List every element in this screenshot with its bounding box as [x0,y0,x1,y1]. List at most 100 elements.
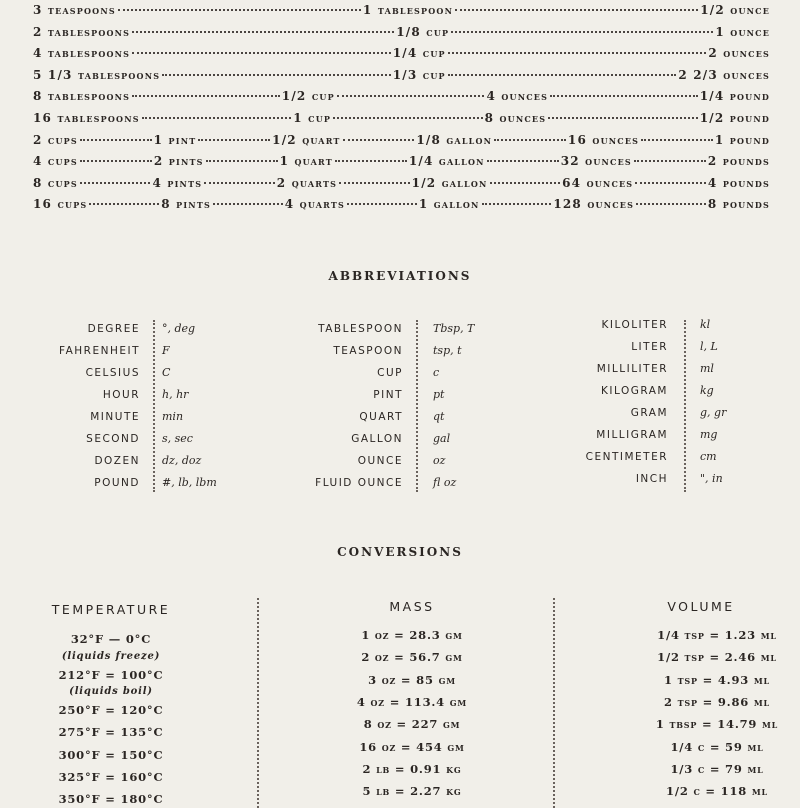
volume-item: 1 tsp = 4.93 ml [664,672,770,687]
dot-leader [455,9,699,11]
mass-item: 16 oz = 454 gm [359,739,465,754]
volume-item: 2 tsp = 9.86 ml [664,694,770,709]
mass-item: 5 lb = 2.27 kg [362,784,462,799]
abbreviation-term: MINUTE [90,411,140,423]
abbreviation-value: C [162,366,171,379]
equivalent-row: 16 tablespoons 1 cup 8 ounces 1/2 pound [33,111,770,131]
temperature-item: 300°F = 150°C [58,748,164,762]
equivalent-item: 3 teaspoons [33,3,116,17]
abbreviation-value: fl oz [433,476,457,489]
dot-leader [347,203,417,206]
dot-leader [132,52,391,55]
dot-leader [489,181,561,184]
dot-leader [333,117,483,119]
abbreviation-term: LITER [631,341,668,353]
dot-leader [481,203,552,206]
dot-leader [342,138,415,141]
abbreviation-term: KILOGRAM [601,385,668,397]
abbreviation-value: oz [433,454,446,467]
equivalent-item: 4 pounds [707,175,771,190]
abbreviation-divider [684,320,686,492]
abbreviation-term: CELSIUS [85,367,140,379]
column-divider [257,598,259,808]
column-divider [553,598,555,808]
abbreviation-term: KILOLITER [601,319,668,331]
equivalent-item: 1/2 gallon [411,175,488,190]
abbreviation-term: TEASPOON [333,345,403,357]
equivalent-item: 32 ounces [560,154,632,169]
dot-leader [447,73,677,76]
equivalent-row: 16 cups 8 pints 4 quarts 1 gallon 128 ounces… [33,197,770,217]
abbreviation-term: CUP [377,367,403,379]
abbreviation-value: kl [700,318,711,331]
dot-leader [451,30,714,33]
equivalent-item: 1 pound [714,132,770,147]
equivalent-item: 1/2 quart [272,132,341,147]
temperature-item: 350°F = 180°C [58,792,164,806]
dot-leader [635,181,706,184]
equivalent-item: 2 pints [153,154,204,169]
abbreviation-term: DOZEN [94,455,140,467]
abbreviation-divider [153,320,155,492]
dot-leader [447,52,707,55]
equivalent-item: 2 2/3 ounces [678,67,770,82]
abbreviation-value: pt [433,388,445,401]
temperature-note: (liquids boil) [69,686,153,697]
abbreviation-term: HOUR [102,389,140,401]
abbreviation-term: CENTIMETER [585,451,668,463]
dot-leader [636,203,706,206]
equivalent-item: 1/4 cup [392,46,446,61]
dot-leader [79,181,151,184]
conversions-title: CONVERSIONS [337,545,463,559]
equivalent-item: 1 pint [153,132,197,147]
abbreviation-value: s, sec [162,432,193,445]
equivalent-item: 8 ounces [484,111,547,125]
dot-leader [633,160,706,163]
abbreviation-term: GRAM [630,407,668,419]
equivalent-item: 4 quarts [284,197,346,212]
mass-item: 1 oz = 28.3 gm [361,628,463,642]
equivalent-row: 8 tablespoons 1/2 cup 4 ounces 1/4 pound [33,89,770,109]
abbreviation-term: FLUID OUNCE [315,477,403,489]
abbreviation-term: GALLON [351,433,403,445]
dot-leader [79,138,152,141]
abbreviation-term: TABLESPOON [318,323,403,335]
equivalent-row: 2 cups 1 pint 1/2 quart 1/8 gallon 16 ounces… [33,133,770,153]
dot-leader [141,117,292,119]
equivalent-item: 1/3 cup [392,67,446,82]
dot-leader [205,160,278,163]
dot-leader [339,181,410,184]
equivalent-item: 8 tablespoons [33,89,131,104]
equivalent-item: 128 ounces [553,197,635,212]
abbreviation-value: dz, doz [162,454,202,467]
mass-item: 2 oz = 56.7 gm [361,650,463,665]
volume-header: VOLUME [667,599,735,614]
temperature-note: (liquids freeze) [61,651,161,662]
abbreviation-term: INCH [635,473,668,485]
dot-leader [212,203,283,206]
equivalent-row: 2 tablespoons 1/8 cup 1 ounce [33,25,770,45]
mass-header: MASS [389,599,435,614]
dot-leader [550,95,698,98]
dot-leader [486,160,559,163]
volume-item: 1/4 c = 59 ml [670,739,764,754]
equivalent-item: 2 quarts [276,175,338,190]
equivalent-item: 2 tablespoons [33,24,131,39]
temperature-item: 212°F = 100°C [58,668,164,682]
abbreviation-value: ", in [700,472,723,485]
abbreviation-term: SECOND [86,433,140,445]
abbreviation-value: h, hr [162,388,189,401]
equivalent-row: 4 tablespoons 1/4 cup 2 ounces [33,46,770,66]
volume-item: 1/4 tsp = 1.23 ml [657,628,777,642]
abbreviation-term: FAHRENHEIT [59,345,140,357]
temperature-item: 32°F — 0°C [70,632,152,646]
equivalent-item: 2 ounces [708,46,771,61]
abbreviation-value: kg [700,384,714,397]
abbreviation-term: MILLIGRAM [596,429,668,441]
abbreviation-value: c [433,366,440,379]
abbreviation-value: qt [433,410,445,423]
abbreviation-term: PINT [373,389,403,401]
equivalent-item: 64 ounces [562,175,634,190]
dot-leader [79,160,152,163]
abbreviation-value: g, gr [700,406,727,419]
